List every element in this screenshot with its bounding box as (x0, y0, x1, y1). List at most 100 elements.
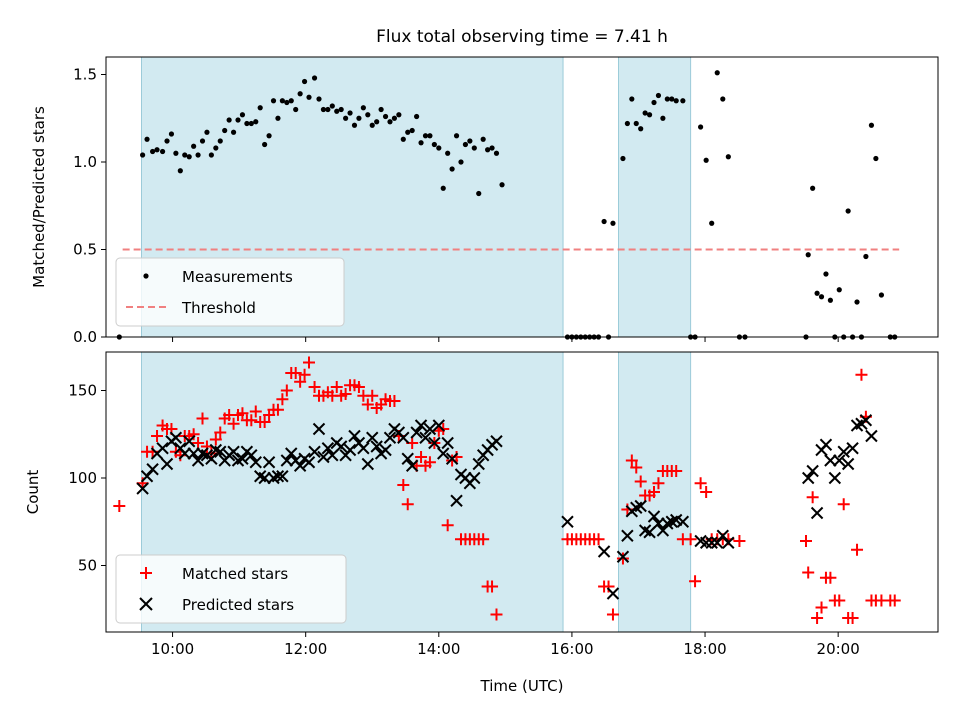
matched-star-point (352, 381, 365, 393)
measurement-point (405, 129, 411, 135)
measurement-point (633, 120, 639, 127)
measurement-point (660, 115, 666, 121)
measurement-point (195, 152, 201, 158)
bottom-x-ticks: 10:00 12:00 14:00 16:00 18:00 20:00 (151, 632, 860, 658)
matched-star-point (486, 580, 499, 593)
predicted-star-point (245, 449, 258, 462)
measurement-point (827, 297, 833, 303)
predicted-star-point (156, 442, 169, 455)
predicted-star-point (819, 438, 833, 451)
matched-star-point (689, 575, 702, 588)
measurement-point (382, 113, 389, 120)
measurement-point (208, 152, 214, 158)
measurement-point (374, 119, 380, 125)
measurement-point (396, 112, 402, 118)
matched-star-point (151, 430, 164, 442)
legend-measurements-marker (143, 273, 149, 279)
y-tick-label: 1.0 (73, 153, 97, 171)
predicted-star-point (441, 436, 454, 450)
matched-star-point (289, 367, 302, 379)
measurement-point (462, 141, 469, 148)
predicted-star-point (841, 457, 855, 471)
measurements-series (116, 70, 898, 340)
predicted-star-point (308, 445, 321, 458)
top-panel: 0.0 0.5 1.0 1.5 Flux total observing time =… (30, 27, 939, 346)
matched-star-point (227, 417, 240, 430)
measurement-point (177, 168, 183, 174)
measurement-point (629, 96, 635, 102)
predicted-star-point (837, 445, 850, 458)
legend-predicted-label: Predicted stars (182, 596, 294, 614)
matched-star-point (192, 437, 205, 449)
measurement-point (449, 166, 455, 172)
predicted-star-point (859, 414, 873, 427)
measurement-point (329, 103, 335, 109)
predicted-star-point (410, 426, 423, 439)
measurement-point (320, 106, 327, 113)
matched-star-point (634, 475, 647, 488)
matched-star-point (397, 479, 410, 491)
predicted-star-point (383, 431, 397, 444)
y-tick-label: 0.5 (73, 241, 97, 259)
predicted-star-point (833, 454, 846, 467)
predicted-star-point (334, 440, 348, 453)
predicted-star-point (140, 470, 154, 483)
matched-star-point (366, 389, 379, 402)
matched-star-point (423, 456, 436, 469)
measurement-point (365, 112, 371, 118)
measurement-point (725, 154, 731, 160)
predicted-star-point (366, 431, 379, 444)
x-tick-label: 18:00 (683, 640, 726, 658)
matched-star-point (249, 405, 262, 418)
measurement-point (213, 145, 219, 151)
predicted-star-point (561, 515, 574, 528)
predicted-star-point (865, 429, 878, 443)
chart-title: Flux total observing time = 7.41 h (376, 27, 668, 47)
measurement-point (471, 145, 477, 151)
measurement-point (453, 133, 460, 139)
measurement-point (239, 112, 246, 118)
measurement-point (144, 136, 150, 142)
predicted-star-point (414, 419, 428, 432)
predicted-star-point (647, 510, 661, 523)
y-tick-label: 100 (68, 469, 97, 487)
predicted-star-point (621, 529, 634, 542)
matched-star-point (802, 566, 815, 579)
bottom-y-axis-label: Count (24, 470, 42, 515)
measurement-point (248, 120, 254, 127)
matched-star-point (694, 477, 707, 490)
measurement-point (266, 133, 272, 139)
measurement-point (284, 99, 290, 106)
y-tick-label: 1.5 (73, 66, 97, 84)
matched-star-point (209, 433, 222, 446)
matched-star-point (616, 552, 629, 565)
predicted-star-point (236, 452, 249, 465)
measurement-point (262, 141, 268, 148)
matched-star-point (837, 498, 850, 511)
measurement-point (257, 105, 263, 111)
matched-star-point (441, 519, 454, 532)
predicted-star-point (450, 494, 463, 507)
measurement-point (182, 152, 188, 158)
x-axis-label: Time (UTC) (480, 677, 564, 695)
predicted-star-point (606, 587, 620, 600)
matched-star-point (276, 393, 289, 406)
matched-star-point (815, 601, 828, 614)
measurement-point (343, 115, 349, 121)
matched-star-point (846, 612, 859, 624)
predicted-star-point (401, 452, 414, 465)
predicted-star-point (285, 447, 298, 460)
matched-star-point (733, 535, 746, 547)
predicted-star-point (249, 456, 262, 469)
matched-star-point (490, 608, 503, 621)
predicted-star-point (597, 545, 611, 558)
x-tick-label: 14:00 (417, 640, 460, 658)
measurement-point (499, 182, 505, 188)
matched-star-point (236, 407, 249, 420)
predicted-star-point (160, 457, 174, 471)
matched-star-point (361, 398, 374, 411)
measurement-point (279, 98, 285, 104)
matched-star-point (670, 465, 683, 477)
measurement-point (369, 122, 375, 128)
measurement-point (347, 110, 353, 116)
